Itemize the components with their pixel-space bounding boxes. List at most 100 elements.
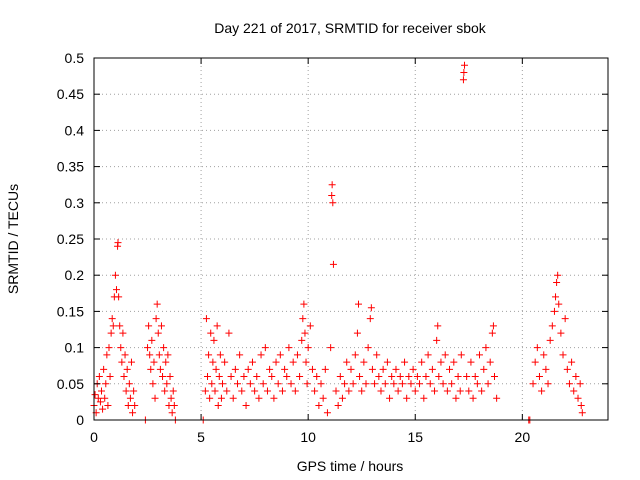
data-point: [118, 358, 126, 366]
data-point: [211, 387, 219, 395]
data-point: [416, 380, 424, 388]
data-point: [437, 358, 445, 366]
data-point: [146, 351, 154, 359]
data-point: [552, 293, 560, 301]
data-point: [368, 365, 376, 373]
data-point: [287, 380, 295, 388]
data-point: [356, 373, 364, 381]
data-point: [233, 380, 241, 388]
data-point: [272, 358, 280, 366]
data-point: [488, 329, 496, 337]
data-point: [434, 322, 442, 330]
data-point: [100, 365, 108, 373]
data-point: [313, 373, 321, 381]
y-tick-label: 0.25: [57, 231, 84, 247]
data-point: [574, 394, 582, 402]
data-point: [398, 380, 406, 388]
data-point: [554, 271, 562, 279]
data-point: [390, 380, 398, 388]
x-tick-label: 15: [407, 429, 423, 445]
data-point: [450, 358, 458, 366]
data-point: [315, 402, 323, 410]
data-point: [109, 322, 117, 330]
data-point: [367, 304, 375, 312]
data-point: [114, 239, 122, 247]
data-point: [144, 344, 152, 352]
data-point: [213, 322, 221, 330]
data-point: [167, 394, 175, 402]
data-point: [168, 409, 176, 417]
data-point: [216, 351, 224, 359]
chart-title: Day 221 of 2017, SRMTID for receiver sbo…: [214, 20, 487, 36]
data-point: [253, 373, 261, 381]
data-point: [246, 380, 254, 388]
data-point: [112, 286, 120, 294]
data-point: [463, 373, 471, 381]
data-point: [529, 380, 537, 388]
data-point: [219, 380, 226, 388]
data-point: [422, 373, 430, 381]
x-tick-label: 0: [90, 429, 98, 445]
data-point: [343, 358, 351, 366]
data-point: [281, 365, 289, 373]
data-point: [347, 365, 355, 373]
data-point: [561, 315, 569, 323]
data-point: [548, 322, 556, 330]
data-point: [467, 358, 475, 366]
data-point: [214, 402, 222, 410]
data-point: [426, 380, 434, 388]
data-point: [362, 380, 370, 388]
data-point: [91, 391, 99, 399]
data-point: [420, 394, 428, 402]
data-point: [360, 358, 368, 366]
data-point: [329, 260, 337, 268]
data-point: [105, 344, 113, 352]
data-point: [431, 387, 439, 395]
data-point: [411, 387, 419, 395]
data-point: [471, 373, 479, 381]
data-point: [358, 387, 366, 395]
data-point: [223, 387, 231, 395]
data-point: [147, 365, 155, 373]
data-point: [163, 380, 171, 388]
data-point: [107, 329, 115, 337]
axis-ticks: 0 0.05 0.1 0.15 0.2 0.25 0.3 0.35 0.4 0.45 0.5 0 5 10…: [57, 50, 608, 445]
data-point: [465, 387, 473, 395]
data-point: [407, 380, 415, 388]
data-point: [278, 387, 286, 395]
y-tick-label: 0.1: [65, 340, 85, 356]
data-point: [550, 307, 558, 315]
data-point: [413, 373, 421, 381]
y-tick-label: 0.2: [65, 267, 85, 283]
data-point: [531, 358, 539, 366]
data-point: [125, 380, 133, 388]
data-point: [349, 380, 357, 388]
data-point: [334, 402, 342, 410]
data-point: [473, 380, 481, 388]
data-point: [456, 387, 464, 395]
data-point: [231, 365, 239, 373]
data-point: [293, 351, 301, 359]
data-point: [311, 387, 319, 395]
data-point: [298, 336, 306, 344]
data-point: [308, 365, 316, 373]
data-point: [259, 380, 267, 388]
data-point: [145, 322, 153, 330]
data-point: [403, 394, 411, 402]
data-point: [117, 344, 125, 352]
data-point: [210, 336, 218, 344]
data-point: [381, 380, 389, 388]
data-point: [156, 365, 164, 373]
data-point: [208, 380, 216, 388]
data-point: [289, 358, 297, 366]
data-point: [301, 329, 309, 337]
data-point: [535, 373, 543, 381]
data-point: [121, 351, 129, 359]
data-point: [276, 351, 284, 359]
data-point: [217, 394, 225, 402]
data-point: [227, 373, 235, 381]
data-point: [332, 387, 340, 395]
data-point: [106, 373, 114, 381]
data-point: [229, 394, 237, 402]
data-point: [540, 351, 548, 359]
